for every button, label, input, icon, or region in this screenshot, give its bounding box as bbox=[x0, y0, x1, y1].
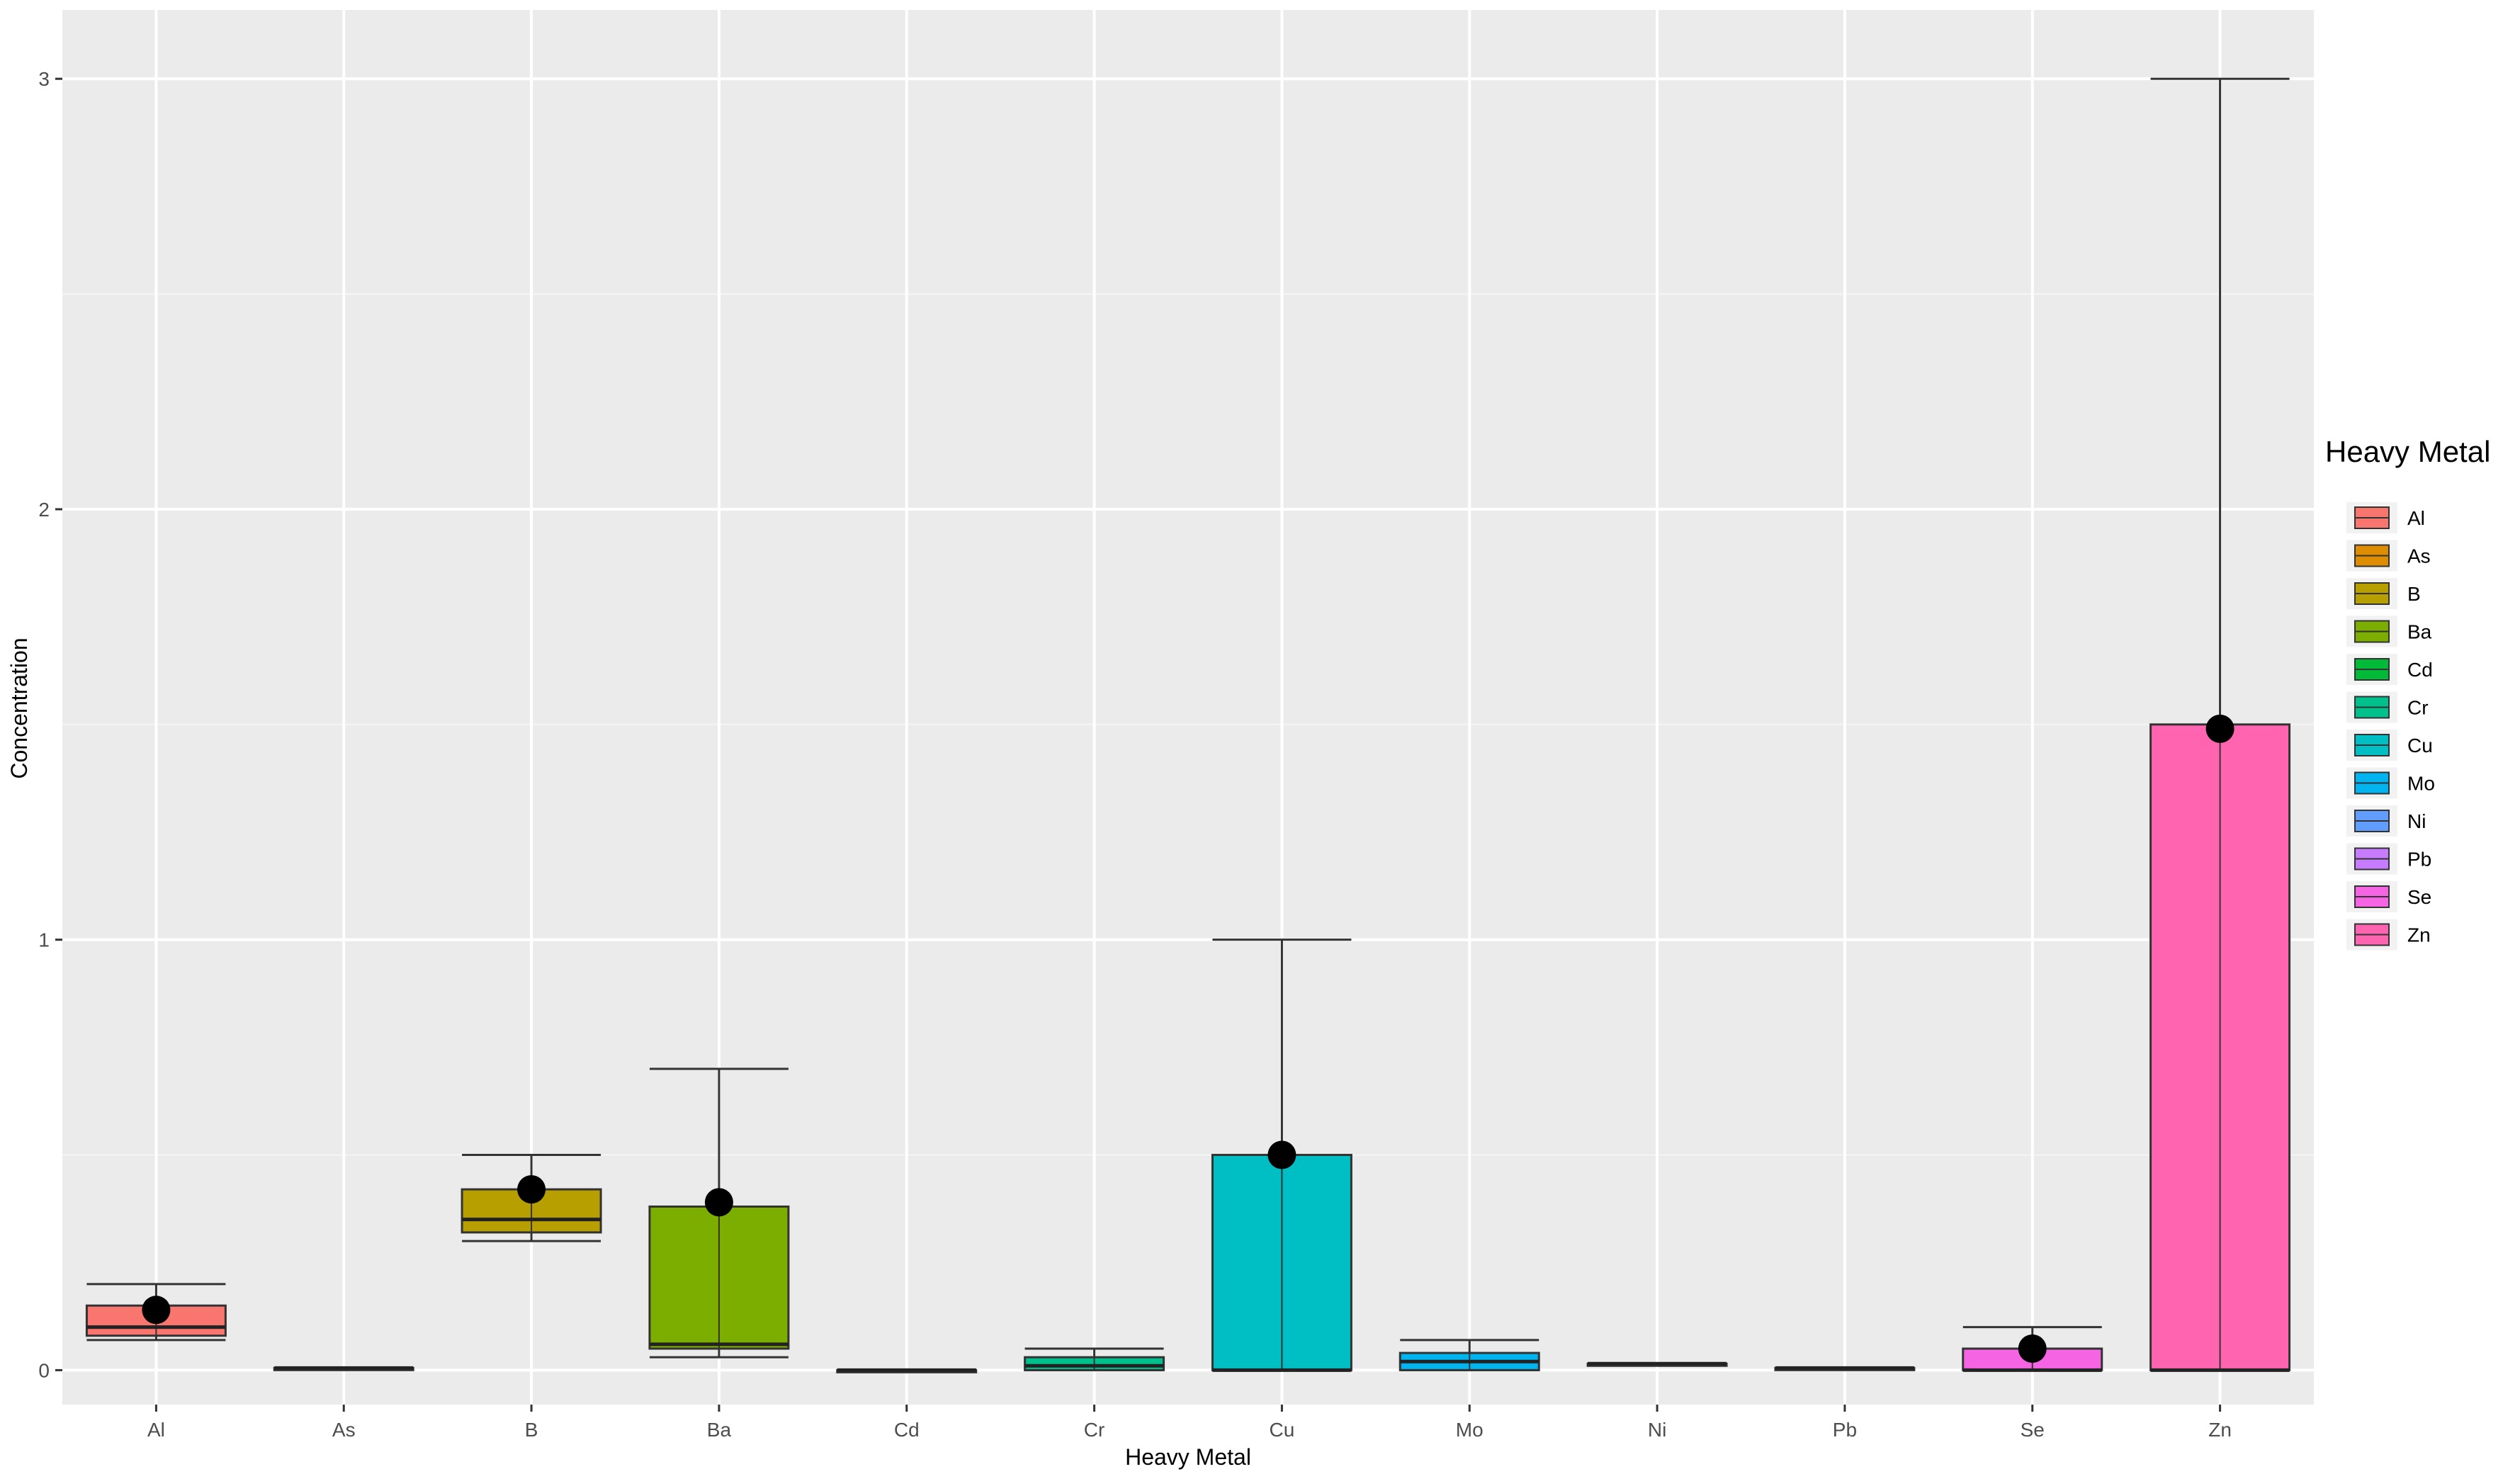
y-axis: 0 1 2 3 bbox=[38, 68, 62, 1381]
x-axis: Al As B Ba Cd Cr Cu Mo Ni Pb Se Zn bbox=[147, 1405, 2232, 1441]
x-tick-label: Cr bbox=[1084, 1419, 1105, 1441]
box-b bbox=[461, 1154, 602, 1242]
legend-label: Al bbox=[2407, 507, 2425, 529]
x-tick-label: Cu bbox=[1270, 1419, 1295, 1441]
y-tick-label: 3 bbox=[38, 68, 50, 90]
box-as bbox=[273, 1366, 414, 1371]
x-axis-title: Heavy Metal bbox=[1125, 1444, 1251, 1470]
box-cu bbox=[1211, 939, 1352, 1372]
box-ni bbox=[1586, 1361, 1728, 1367]
legend-label: Cu bbox=[2407, 735, 2433, 756]
mean-point bbox=[704, 1188, 733, 1217]
mean-point bbox=[517, 1175, 546, 1204]
legend-item-cr: Cr bbox=[2346, 691, 2429, 723]
y-tick-label: 1 bbox=[38, 929, 50, 951]
y-tick-label: 0 bbox=[38, 1359, 50, 1381]
x-tick-label: Ni bbox=[1648, 1419, 1666, 1441]
legend-label: B bbox=[2407, 583, 2421, 605]
legend-label: Mo bbox=[2407, 773, 2435, 795]
legend-item-se: Se bbox=[2346, 881, 2431, 912]
box-ba bbox=[648, 1067, 790, 1359]
mean-point bbox=[2205, 714, 2234, 743]
box-layer bbox=[85, 77, 2291, 1373]
y-tick-label: 2 bbox=[38, 499, 50, 521]
legend-item-b: B bbox=[2346, 578, 2421, 609]
legend-item-as: As bbox=[2346, 540, 2431, 572]
legend-title: Heavy Metal bbox=[2325, 435, 2490, 468]
legend-item-ba: Ba bbox=[2346, 616, 2432, 647]
x-tick-label: Zn bbox=[2208, 1419, 2232, 1441]
x-tick-label: Pb bbox=[1833, 1419, 1857, 1441]
box-cr bbox=[1024, 1347, 1165, 1371]
x-tick-label: Al bbox=[147, 1419, 165, 1441]
legend-item-ni: Ni bbox=[2346, 805, 2426, 837]
box-cd bbox=[836, 1368, 978, 1373]
legend-item-cu: Cu bbox=[2346, 730, 2433, 761]
plot-panel bbox=[62, 10, 2314, 1405]
legend-item-cd: Cd bbox=[2346, 654, 2433, 685]
mean-point bbox=[1267, 1140, 1296, 1169]
legend-label: Zn bbox=[2407, 924, 2431, 946]
box-pb bbox=[1774, 1366, 1916, 1371]
mean-point bbox=[2018, 1334, 2047, 1363]
box-al bbox=[85, 1283, 227, 1342]
legend-label: Cd bbox=[2407, 659, 2433, 681]
box-zn bbox=[2149, 77, 2291, 1372]
box-mo bbox=[1399, 1339, 1540, 1371]
legend-label: Se bbox=[2407, 886, 2431, 908]
legend-item-mo: Mo bbox=[2346, 767, 2435, 799]
x-tick-label: Se bbox=[2021, 1419, 2045, 1441]
x-tick-label: Cd bbox=[894, 1419, 920, 1441]
legend-item-al: Al bbox=[2346, 502, 2425, 533]
legend-item-pb: Pb bbox=[2346, 843, 2431, 875]
legend-label: As bbox=[2407, 545, 2431, 567]
legend-label: Ni bbox=[2407, 810, 2426, 832]
legend-item-zn: Zn bbox=[2346, 919, 2431, 951]
x-tick-label: As bbox=[332, 1419, 356, 1441]
x-tick-label: Ba bbox=[707, 1419, 732, 1441]
legend: Al As B Ba Cd Cr Cu Mo Ni Pb Se Zn bbox=[2346, 502, 2435, 951]
x-tick-label: Mo bbox=[1456, 1419, 1484, 1441]
box-se bbox=[1962, 1326, 2103, 1372]
legend-label: Ba bbox=[2407, 621, 2432, 643]
mean-point bbox=[142, 1296, 171, 1325]
legend-label: Pb bbox=[2407, 849, 2431, 871]
x-tick-label: B bbox=[525, 1419, 538, 1441]
legend-label: Cr bbox=[2407, 697, 2429, 719]
y-axis-title: Concentration bbox=[6, 637, 32, 778]
